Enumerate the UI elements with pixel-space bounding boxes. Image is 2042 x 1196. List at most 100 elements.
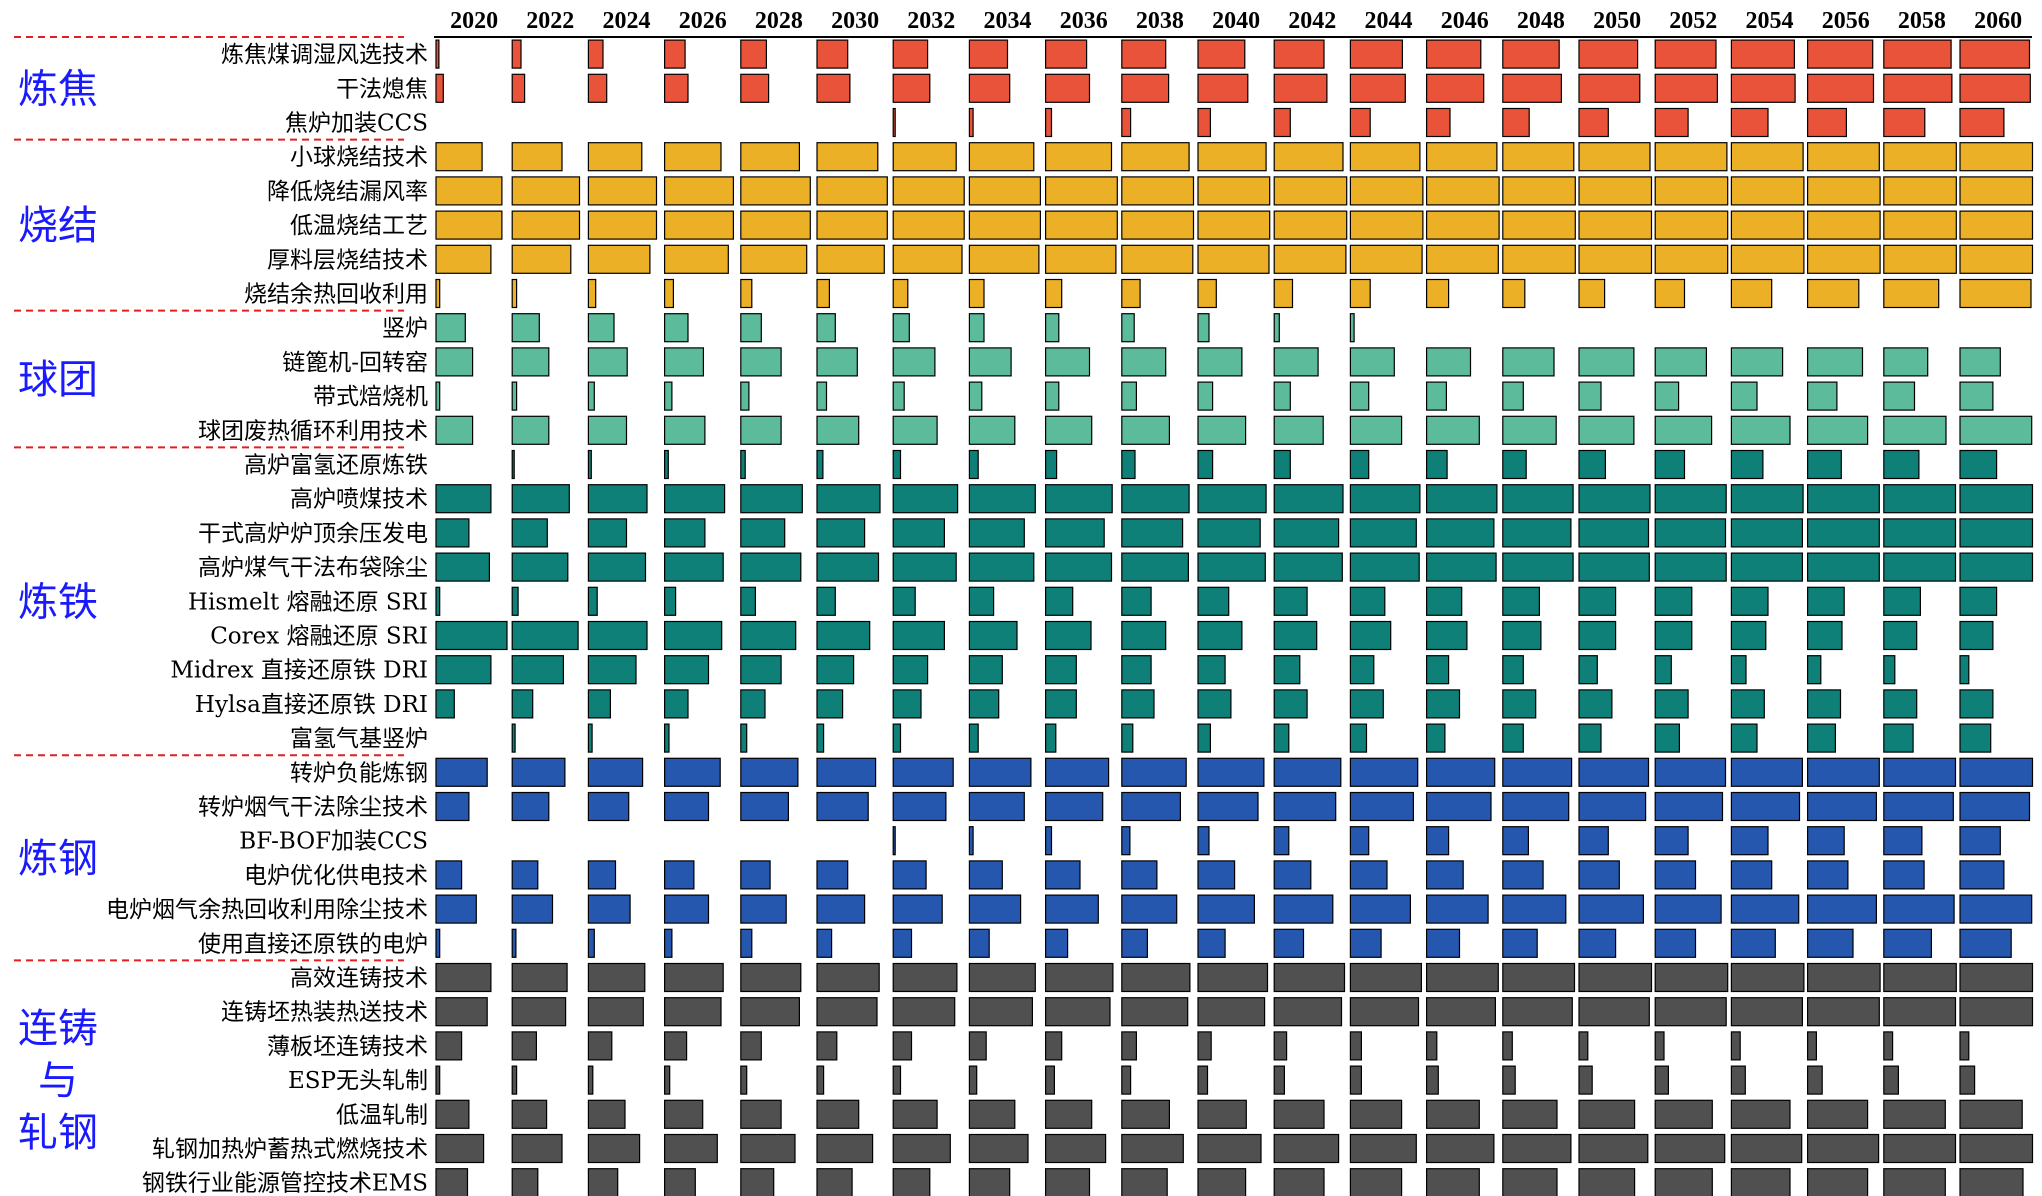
adoption-bar [968, 860, 1003, 890]
adoption-bar [1959, 347, 2001, 377]
adoption-bar [968, 210, 1042, 240]
adoption-bar [663, 39, 686, 69]
adoption-bar [968, 894, 1022, 924]
adoption-bar [1730, 655, 1747, 685]
adoption-bar [968, 1031, 987, 1061]
adoption-bar [1044, 278, 1063, 309]
adoption-bar [968, 552, 1035, 582]
technology-label: Hismelt 熔融还原 SRI [188, 589, 428, 615]
adoption-bar [892, 552, 957, 582]
adoption-bar [663, 1031, 688, 1061]
adoption-bar [1121, 73, 1170, 103]
adoption-bar [1349, 244, 1423, 274]
adoption-bar [1959, 1065, 1976, 1095]
adoption-bar [1654, 757, 1727, 787]
adoption-bar [1502, 791, 1570, 822]
adoption-bar [1044, 1168, 1091, 1196]
adoption-bar [968, 826, 974, 856]
adoption-bar [1502, 347, 1555, 377]
adoption-bar [1044, 449, 1058, 480]
adoption-bar [892, 39, 929, 69]
adoption-bar [1349, 962, 1423, 993]
adoption-bar [740, 518, 786, 548]
adoption-bar [587, 1099, 626, 1129]
adoption-bar [968, 484, 1036, 514]
adoption-bar [1425, 347, 1472, 377]
adoption-bar [1425, 826, 1450, 856]
adoption-bar [1197, 757, 1265, 787]
year-label: 2050 [1593, 8, 1641, 34]
adoption-bar [663, 210, 734, 240]
adoption-bar [1578, 1133, 1649, 1164]
adoption-bar [1425, 894, 1489, 924]
adoption-bar [663, 1133, 718, 1164]
adoption-bar [1121, 962, 1191, 993]
adoption-bar [1730, 449, 1764, 480]
adoption-bar [816, 1065, 825, 1095]
adoption-bar [1578, 415, 1635, 445]
group-labels: 炼焦烧结球团炼铁炼钢连铸与轧钢连铸与轧钢 [18, 66, 98, 1156]
adoption-bar [1730, 962, 1805, 993]
adoption-bar [587, 552, 647, 582]
adoption-bar [1959, 449, 1998, 480]
adoption-bar [1883, 1031, 1894, 1061]
technology-label: 高效连铸技术 [290, 966, 428, 992]
adoption-bar [816, 484, 881, 514]
adoption-bar [968, 73, 1011, 103]
adoption-bar [968, 278, 985, 309]
adoption-bar [1654, 997, 1727, 1027]
adoption-bar [968, 997, 1034, 1027]
adoption-bar [1197, 210, 1271, 240]
adoption-bar [587, 244, 651, 274]
adoption-bar [511, 484, 570, 514]
adoption-bar [1044, 552, 1113, 582]
adoption-bar [1578, 1065, 1593, 1095]
adoption-bar [511, 210, 581, 240]
adoption-bar [1273, 1168, 1325, 1196]
adoption-bar [1578, 381, 1602, 411]
adoption-bar [1273, 826, 1290, 856]
adoption-bar [587, 586, 598, 616]
adoption-bar [663, 1065, 671, 1095]
adoption-bar [1349, 449, 1370, 480]
adoption-bar [1121, 39, 1167, 69]
adoption-bar [1197, 655, 1226, 685]
adoption-bar [435, 894, 477, 924]
adoption-bar [587, 791, 630, 822]
group-separators [14, 36, 404, 962]
adoption-bar [1959, 860, 2005, 890]
adoption-bar [587, 860, 617, 890]
adoption-bar [1349, 73, 1406, 103]
adoption-bar [1806, 1031, 1817, 1061]
adoption-bar [1121, 1065, 1132, 1095]
adoption-bar [587, 655, 637, 685]
adoption-bar [1273, 1099, 1325, 1129]
adoption-bar [1197, 73, 1249, 103]
adoption-bar [1730, 1031, 1741, 1061]
year-label: 2054 [1746, 8, 1794, 34]
year-label: 2048 [1517, 8, 1565, 34]
adoption-bar [892, 997, 956, 1027]
adoption-bar [892, 723, 902, 753]
adoption-bar [816, 313, 836, 343]
adoption-bar [968, 962, 1036, 993]
adoption-bar [1730, 73, 1796, 103]
adoption-bar [1425, 381, 1447, 411]
adoption-bar [1425, 415, 1480, 445]
adoption-bar [435, 620, 508, 651]
adoption-bar [1425, 107, 1451, 138]
technology-label: 球团废热循环利用技术 [198, 418, 428, 444]
adoption-bar [1730, 860, 1773, 890]
adoption-bar [1959, 142, 2034, 172]
adoption-bar [740, 1031, 762, 1061]
adoption-bar [1044, 791, 1104, 822]
technology-label: 干法熄焦 [336, 76, 428, 102]
adoption-bar [968, 586, 995, 616]
adoption-bar [1654, 894, 1722, 924]
adoption-bar [740, 552, 802, 582]
adoption-bar [1578, 997, 1650, 1027]
adoption-bar [435, 1099, 470, 1129]
adoption-bar [1197, 1168, 1247, 1196]
adoption-bar [1959, 962, 2034, 993]
adoption-bar [1654, 244, 1729, 274]
